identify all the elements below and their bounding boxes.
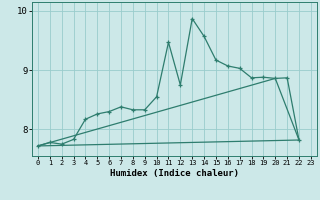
X-axis label: Humidex (Indice chaleur): Humidex (Indice chaleur) — [110, 169, 239, 178]
